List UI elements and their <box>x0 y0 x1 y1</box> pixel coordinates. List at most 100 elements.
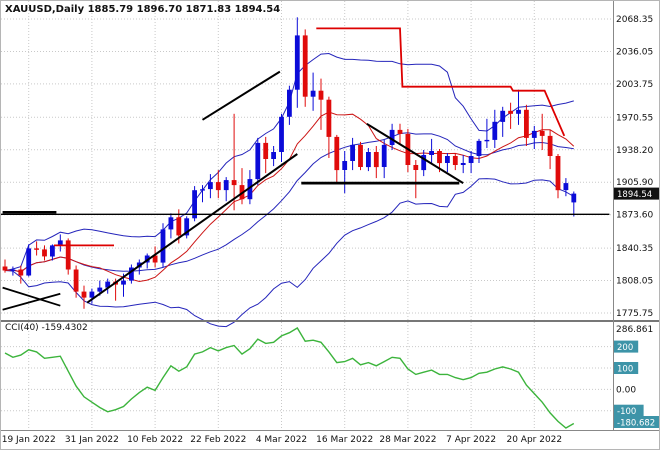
time-axis[interactable]: 19 Jan 2022 31 Jan 2022 10 Feb 2022 22 Feb … <box>2 435 562 445</box>
candle-body <box>34 248 39 250</box>
cci-max-label: 286.861 <box>616 325 653 335</box>
candle-body <box>121 280 126 285</box>
candle-body <box>65 240 71 270</box>
price-axis-label: 2068.35 <box>616 15 653 25</box>
candle-body <box>271 152 276 159</box>
time-axis-label: 20 Apr 2022 <box>506 435 562 445</box>
price-axis-label: 1840.35 <box>616 244 653 254</box>
candles-layer <box>2 17 577 309</box>
cci-level-badge: 200 <box>617 343 633 353</box>
candle-body <box>97 287 103 292</box>
candle-body <box>18 269 24 276</box>
candle-body <box>476 140 482 156</box>
descending-trendline[interactable] <box>366 122 464 184</box>
candle-body <box>366 152 371 168</box>
left-wedge-line-lower[interactable] <box>2 292 61 311</box>
candle-body <box>342 161 348 170</box>
candle-body <box>318 90 324 100</box>
annotation-layer <box>1 27 610 311</box>
time-axis-label: 16 Mar 2022 <box>316 435 373 445</box>
candle-body <box>413 165 419 170</box>
candle-body <box>397 129 403 134</box>
candle-body <box>539 130 545 136</box>
cci-min-badge: -180.682 <box>617 419 655 429</box>
candle-body <box>555 156 561 191</box>
price-axis-label: 1873.60 <box>616 211 653 221</box>
candle-body <box>524 109 529 138</box>
candle-body <box>563 183 569 191</box>
candle-body <box>184 218 190 236</box>
candle-body <box>445 156 450 163</box>
price-axis-label: 1808.05 <box>616 277 653 287</box>
candle-body <box>192 190 197 219</box>
cci-level-badge-bg <box>614 404 644 417</box>
candle-body <box>215 182 221 191</box>
price-axis-label: 1905.90 <box>616 178 653 188</box>
candle-body <box>350 144 355 161</box>
candle-body <box>334 136 340 171</box>
red-step-resistance-line[interactable] <box>316 27 566 137</box>
indicator-axis[interactable]: 286.861 0.00 200 100 -100 -180.682 <box>614 325 660 429</box>
candle-body <box>26 248 32 276</box>
candle-body <box>231 180 237 186</box>
price-axis[interactable]: 2068.35 2036.05 2003.75 1970.55 1938.20 1905.… <box>614 15 660 319</box>
candle-body <box>547 135 553 156</box>
candle-body <box>208 182 213 190</box>
bollinger-middle-band <box>4 132 574 273</box>
chart-title: XAUUSD,Daily 1885.79 1896.70 1871.83 189… <box>5 4 281 15</box>
candle-body <box>326 99 332 137</box>
steep-ascending-trendline[interactable] <box>201 70 281 121</box>
candle-body <box>571 193 577 203</box>
candle-body <box>437 151 442 164</box>
candle-body <box>247 179 253 200</box>
cci-line <box>4 327 575 429</box>
cci-level-badge-bg <box>614 340 639 353</box>
candle-body <box>492 121 498 140</box>
candle-body <box>516 109 521 114</box>
candle-body <box>381 144 387 167</box>
candle-body <box>105 281 111 288</box>
candle-body <box>160 229 166 263</box>
candle-body <box>302 35 308 97</box>
cci-level-badge: 100 <box>617 365 633 375</box>
candle-body <box>287 89 292 117</box>
candle-body <box>421 155 427 171</box>
cci-min-badge-bg <box>614 416 659 428</box>
indicator-label: CCI(40) -159.4302 <box>5 323 88 333</box>
candle-body <box>500 110 506 122</box>
price-axis-label: 1775.75 <box>616 309 653 319</box>
candle-body <box>144 255 150 263</box>
candle-body <box>42 249 47 257</box>
candle-body <box>223 180 229 191</box>
candle-body <box>263 142 269 159</box>
cci-level-badge-bg <box>614 362 639 374</box>
candle-body <box>57 240 63 246</box>
time-axis-label: 4 Mar 2022 <box>256 435 307 445</box>
ascending-trendline[interactable] <box>86 153 298 304</box>
candle-body <box>152 255 158 263</box>
current-price-badge-bg <box>614 187 659 200</box>
candle-body <box>279 116 284 152</box>
time-axis-label: 10 Feb 2022 <box>127 435 183 445</box>
current-price-badge: 1894.54 <box>617 190 652 200</box>
candle-body <box>358 144 363 167</box>
candle-body <box>89 291 95 298</box>
candle-body <box>168 217 174 230</box>
candle-body <box>310 90 316 97</box>
red-moving-average <box>4 111 575 283</box>
price-axis-label: 2036.05 <box>616 48 653 58</box>
candle-body <box>373 152 379 168</box>
candle-body <box>50 245 55 257</box>
candle-body <box>508 110 513 114</box>
candle-body <box>2 266 8 271</box>
candle-body <box>429 151 434 155</box>
time-axis-label: 28 Mar 2022 <box>379 435 436 445</box>
candle-body <box>531 130 537 138</box>
candle-body <box>10 269 16 271</box>
candle-body <box>460 163 466 165</box>
candle-body <box>294 35 300 90</box>
candle-body <box>73 269 79 292</box>
left-wedge-line-upper[interactable] <box>2 286 61 307</box>
